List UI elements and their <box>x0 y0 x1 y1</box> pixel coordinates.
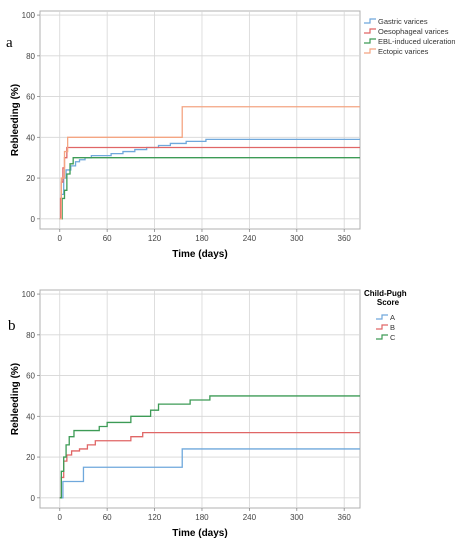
legend-label: EBL-induced ulceration <box>378 37 455 46</box>
panel-letter: a <box>6 35 13 51</box>
legend-swatch <box>376 334 388 340</box>
legend-swatch <box>376 324 388 330</box>
x-tick-label: 360 <box>338 234 352 243</box>
legend-swatch <box>364 38 376 44</box>
y-tick-label: 60 <box>26 93 35 102</box>
y-tick-label: 40 <box>26 412 35 421</box>
legend-title: Child-Pugh <box>364 289 407 298</box>
x-tick-label: 0 <box>58 513 63 522</box>
y-tick-label: 0 <box>31 494 36 503</box>
x-axis-title: Time (days) <box>172 528 227 539</box>
legend-label: Gastric varices <box>378 17 428 26</box>
x-tick-label: 360 <box>338 513 352 522</box>
y-tick-label: 60 <box>26 372 35 381</box>
series-line-b <box>59 431 360 499</box>
x-tick-label: 240 <box>243 513 257 522</box>
y-tick-label: 100 <box>22 11 36 20</box>
legend-swatch <box>364 48 376 54</box>
y-tick-label: 80 <box>26 52 35 61</box>
y-tick-label: 40 <box>26 133 35 142</box>
x-tick-label: 120 <box>148 513 162 522</box>
plot-area <box>39 289 361 509</box>
chart-panel-b: b 0 60 120 180 240 300 360 0 20 40 60 80 100 Time (day… <box>8 289 407 539</box>
legend-label: A <box>390 313 395 322</box>
series-line-a <box>59 448 360 499</box>
x-axis-title: Time (days) <box>172 249 227 260</box>
legend-label: Ectopic varices <box>378 47 429 56</box>
series-line-ectopic-varices <box>59 106 360 220</box>
x-tick-label: 60 <box>103 513 112 522</box>
legend-swatch <box>364 18 376 24</box>
x-tick-label: 0 <box>58 234 63 243</box>
legend-label: B <box>390 323 395 332</box>
y-tick-label: 20 <box>26 174 35 183</box>
plot-area <box>39 10 361 230</box>
series-line-c <box>59 395 360 499</box>
x-tick-label: 180 <box>195 234 209 243</box>
legend-label: Oesophageal varices <box>378 27 449 36</box>
chart-panel-a: a 0 60 120 180 240 300 360 0 20 40 60 80 100 Time (day… <box>6 10 455 260</box>
legend-swatch <box>376 314 388 320</box>
y-tick-label: 100 <box>22 290 36 299</box>
panel-letter: b <box>8 318 16 334</box>
x-tick-label: 300 <box>290 234 304 243</box>
series-line-oesophageal-varices <box>59 146 360 220</box>
y-tick-label: 20 <box>26 453 35 462</box>
y-tick-label: 80 <box>26 331 35 340</box>
x-tick-label: 60 <box>103 234 112 243</box>
x-tick-label: 180 <box>195 513 209 522</box>
series-line-ebl-induced-ulceration <box>59 157 360 220</box>
y-axis-title: Rebleeding (%) <box>10 363 21 435</box>
x-tick-label: 300 <box>290 513 304 522</box>
legend-title: Score <box>377 298 400 307</box>
legend-label: C <box>390 333 396 342</box>
x-tick-label: 240 <box>243 234 257 243</box>
legend-swatch <box>364 28 376 34</box>
series-line-gastric-varices <box>59 138 360 220</box>
y-axis-title: Rebleeding (%) <box>10 84 21 156</box>
x-tick-label: 120 <box>148 234 162 243</box>
y-tick-label: 0 <box>31 215 36 224</box>
